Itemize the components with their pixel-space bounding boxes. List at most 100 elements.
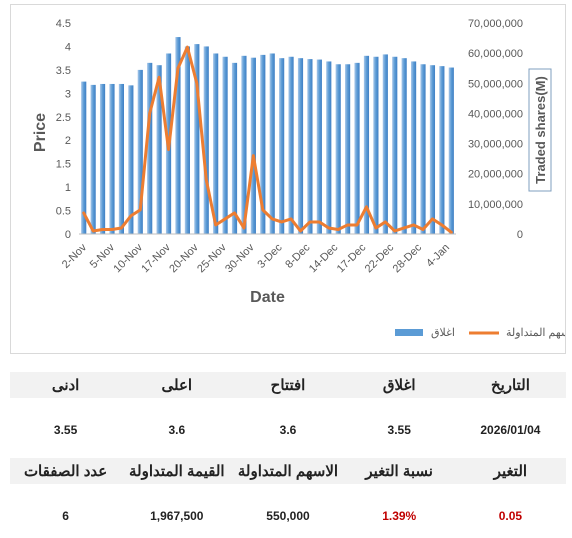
- close-price-bar: [250, 57, 256, 235]
- price-volume-chart: 0 0.5 1 1.5 2 2.5 3 3.5 4 4.5 0 10,000,000 20,000,00…: [32, 18, 565, 339]
- legend-label-close: اغلاق: [431, 327, 455, 339]
- header-close: اغلاق: [382, 377, 416, 394]
- close-price-bar: [411, 61, 417, 235]
- close-price-bar: [373, 56, 379, 235]
- value-change-percent: 1.39%: [382, 509, 417, 523]
- legend-label-shares: الاسهم المتداولة: [506, 327, 565, 339]
- x-tick-label: 17-Nov: [139, 241, 173, 275]
- close-price-bar: [81, 81, 87, 234]
- y2-tick-label: 70,000,000: [468, 18, 523, 30]
- y-tick-label: 0: [65, 229, 71, 241]
- close-price-bar: [109, 83, 115, 235]
- x-tick-label: 10-Nov: [111, 241, 145, 275]
- close-price-bar: [184, 46, 190, 234]
- x-tick-label: 14-Dec: [307, 241, 341, 275]
- close-price-bar: [401, 58, 407, 234]
- chart-panel: 0 0.5 1 1.5 2 2.5 3 3.5 4 4.5 0 10,000,000 20,000,00…: [10, 4, 566, 354]
- close-price-bar: [203, 46, 209, 234]
- close-price-bar: [363, 55, 370, 234]
- value-close: 3.55: [387, 423, 411, 437]
- y-tick-label: 1.5: [56, 159, 71, 171]
- close-price-bar: [279, 58, 285, 234]
- x-tick-label: 30-Nov: [223, 241, 257, 275]
- header-change-percent: نسبة التغير: [365, 463, 433, 480]
- close-price-bar: [288, 56, 294, 235]
- x-tick-label: 20-Nov: [167, 241, 201, 275]
- close-price-bar: [222, 56, 228, 235]
- y-tick-label: 4.5: [56, 18, 71, 30]
- stats-value-row-2: 0.05 1.39% 550,000 1,967,500 6: [10, 503, 566, 529]
- y2-tick-label: 10,000,000: [468, 199, 523, 211]
- close-price-bar: [118, 83, 124, 235]
- y2-tick-label: 50,000,000: [468, 78, 523, 90]
- close-price-bar: [175, 37, 181, 234]
- y2-tick-label: 30,000,000: [468, 139, 523, 151]
- header-change: التغير: [493, 463, 528, 480]
- close-price-bar: [231, 62, 238, 234]
- value-low: 3.55: [53, 423, 78, 437]
- x-tick-label: 28-Dec: [391, 241, 425, 275]
- y2-title-box: [528, 68, 552, 192]
- close-price-bar: [156, 65, 162, 234]
- x-tick-label: 25-Nov: [195, 241, 229, 275]
- close-price-bar: [307, 59, 313, 234]
- close-price-bar: [137, 69, 143, 234]
- header-date: التاريخ: [490, 377, 530, 394]
- close-price-bar: [448, 67, 454, 234]
- close-price-bar: [194, 44, 200, 234]
- close-price-bar: [439, 66, 445, 234]
- stats-table-bottom: التغير نسبة التغير الاسهم المتداولة القي…: [10, 458, 566, 529]
- y-tick-label: 0.5: [56, 206, 71, 218]
- x-tick-label: 2-Nov: [60, 241, 90, 271]
- stats-header-row-1: التاريخ اغلاق افتتاح اعلى ادنى: [10, 372, 566, 398]
- x-tick-label: 4-Jan: [424, 242, 452, 270]
- header-trade-count: عدد الصفقات: [23, 463, 108, 480]
- stats-value-row-1: 2026/01/04 3.55 3.6 3.6 3.55: [10, 417, 566, 443]
- stats-header-row-2: التغير نسبة التغير الاسهم المتداولة القي…: [10, 458, 566, 484]
- close-price-bar: [213, 53, 219, 235]
- y2-axis-title: Traded shares(M): [533, 76, 548, 184]
- x-tick-label: 17-Dec: [335, 241, 369, 275]
- y2-tick-label: 40,000,000: [468, 108, 523, 120]
- header-low: ادنى: [51, 377, 80, 394]
- x-tick-label: 3-Dec: [255, 241, 285, 271]
- close-price-bar: [147, 62, 153, 234]
- value-date: 2026/01/04: [480, 423, 541, 437]
- x-axis-title: Date: [250, 289, 285, 306]
- value-change: 0.05: [498, 509, 523, 523]
- value-open: 3.6: [279, 423, 297, 437]
- legend-swatch-close: [395, 329, 423, 336]
- value-high: 3.6: [168, 423, 186, 437]
- y-tick-label: 4: [65, 41, 71, 53]
- close-price-bar: [429, 65, 436, 234]
- header-traded-shares: الاسهم المتداولة: [237, 463, 339, 480]
- close-price-bar: [128, 85, 134, 234]
- close-price-bar: [241, 55, 247, 234]
- close-price-bar: [420, 64, 426, 234]
- value-trade-count: 6: [62, 509, 69, 523]
- stats-table-top: التاريخ اغلاق افتتاح اعلى ادنى 2026/01/0…: [10, 372, 566, 443]
- y-tick-label: 3: [65, 88, 71, 100]
- y-tick-label: 1: [65, 182, 71, 194]
- close-price-bar: [335, 64, 341, 234]
- traded-shares-line: [82, 45, 453, 234]
- close-price-bar: [392, 56, 398, 235]
- close-price-bar: [345, 64, 351, 234]
- y-tick-label: 2: [65, 135, 71, 147]
- header-high: اعلى: [161, 377, 193, 394]
- y-tick-label: 2.5: [56, 112, 71, 124]
- close-price-bar: [269, 53, 275, 235]
- value-traded-value: 1,967,500: [150, 509, 204, 523]
- value-traded-shares: 550,000: [266, 509, 310, 523]
- close-price-bar: [99, 83, 106, 235]
- close-price-bar: [297, 58, 304, 234]
- close-price-bar: [326, 61, 332, 235]
- header-open: افتتاح: [270, 377, 306, 394]
- close-price-bar: [316, 59, 322, 234]
- close-price-bar: [354, 62, 360, 234]
- y2-tick-label: 20,000,000: [468, 169, 523, 181]
- header-traded-value: القيمة المتداولة: [129, 463, 225, 480]
- y2-tick-label: 60,000,000: [468, 48, 523, 60]
- y-axis-title: Price: [32, 113, 49, 152]
- y-tick-label: 3.5: [56, 65, 71, 77]
